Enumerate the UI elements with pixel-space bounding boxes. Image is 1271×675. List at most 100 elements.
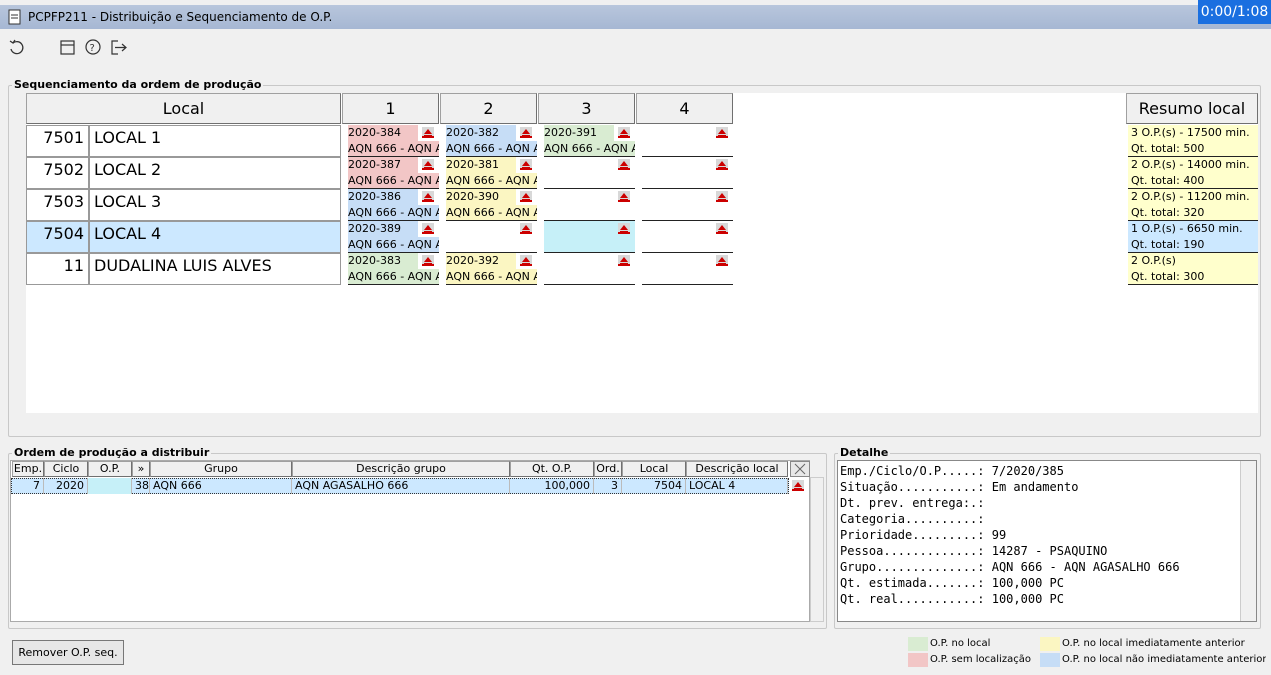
exit-button[interactable] bbox=[111, 40, 127, 55]
op-number[interactable]: 2020-381 bbox=[446, 157, 516, 173]
op-number[interactable]: 2020-384 bbox=[348, 125, 418, 141]
op-description[interactable]: AQN 666 - AQN AG bbox=[446, 173, 537, 188]
op-description[interactable]: AQN 666 - AQN AG bbox=[544, 141, 635, 156]
detail-line: Prioridade.........: 99 bbox=[840, 528, 1007, 542]
scrollbar[interactable] bbox=[810, 477, 824, 622]
op-description[interactable]: AQN 666 - AQN AG bbox=[348, 205, 439, 220]
sequence-slot[interactable] bbox=[642, 253, 733, 285]
detail-line: Grupo..............: AQN 666 - AQN AGASA… bbox=[840, 560, 1180, 574]
table-cell: 3 bbox=[594, 478, 622, 494]
move-up-icon[interactable] bbox=[520, 255, 532, 266]
sequence-slot[interactable] bbox=[642, 157, 733, 189]
move-up-icon[interactable] bbox=[716, 191, 728, 202]
sequence-slot[interactable] bbox=[544, 157, 635, 189]
table-cell bbox=[88, 478, 132, 494]
sequence-slot[interactable] bbox=[544, 125, 635, 157]
window-title: PCPFP211 - Distribuição e Sequenciamento… bbox=[28, 10, 333, 24]
move-up-icon[interactable] bbox=[618, 191, 630, 202]
op-number[interactable]: 2020-392 bbox=[446, 253, 516, 269]
help-button[interactable]: ? bbox=[85, 39, 101, 55]
op-number[interactable]: 2020-383 bbox=[348, 253, 418, 269]
column-header: O.P. bbox=[88, 461, 132, 477]
scrollbar[interactable] bbox=[1240, 461, 1256, 621]
op-number[interactable]: 2020-386 bbox=[348, 189, 418, 205]
legend-swatch bbox=[908, 637, 928, 651]
op-description[interactable]: AQN 666 - AQN AG bbox=[446, 205, 537, 220]
move-up-icon[interactable] bbox=[520, 191, 532, 202]
location-name: LOCAL 4 bbox=[89, 221, 341, 253]
op-description[interactable]: AQN 666 - AQN AG bbox=[446, 141, 537, 156]
move-up-icon[interactable] bbox=[618, 255, 630, 266]
op-description[interactable]: AQN 666 - AQN AG bbox=[348, 237, 439, 252]
location-summary: 2 O.P.(s) - 14000 min. bbox=[1128, 157, 1258, 173]
move-up-icon[interactable] bbox=[618, 223, 630, 234]
move-up-icon[interactable] bbox=[520, 127, 532, 138]
sequence-slot[interactable] bbox=[348, 221, 439, 253]
sequence-slot[interactable] bbox=[446, 221, 537, 253]
table-cell: 7504 bbox=[622, 478, 686, 494]
table-row[interactable] bbox=[11, 478, 789, 494]
op-number[interactable]: 2020-389 bbox=[348, 221, 418, 237]
distribution-group bbox=[8, 453, 827, 629]
move-up-icon[interactable] bbox=[618, 159, 630, 170]
sequence-slot[interactable] bbox=[348, 253, 439, 285]
sequence-slot[interactable] bbox=[544, 253, 635, 285]
sequence-slot[interactable] bbox=[446, 253, 537, 285]
legend-label: O.P. no local imediatamente anterior bbox=[1062, 638, 1245, 649]
move-up-icon[interactable] bbox=[716, 255, 728, 266]
header-cell: 4 bbox=[636, 93, 733, 124]
move-up-icon[interactable] bbox=[618, 127, 630, 138]
column-header: Ord. bbox=[594, 461, 622, 477]
sequence-slot[interactable] bbox=[642, 189, 733, 221]
move-up-icon[interactable] bbox=[716, 127, 728, 138]
move-up-icon[interactable] bbox=[422, 223, 434, 234]
legend-swatch bbox=[1040, 637, 1060, 651]
table-cell: 2020 bbox=[44, 478, 88, 494]
sequence-slot[interactable] bbox=[348, 157, 439, 189]
op-number[interactable]: 2020-382 bbox=[446, 125, 516, 141]
table-cell: AQN AGASALHO 666 bbox=[292, 478, 510, 494]
header-cell: Resumo local bbox=[1126, 93, 1258, 124]
legend-label: O.P. no local bbox=[930, 638, 991, 649]
move-up-icon[interactable] bbox=[520, 223, 532, 234]
remove-button[interactable]: Remover O.P. seq. bbox=[12, 640, 124, 665]
sequence-slot[interactable] bbox=[446, 125, 537, 157]
sequence-slot[interactable] bbox=[348, 189, 439, 221]
op-description[interactable]: AQN 666 - AQN AG bbox=[446, 269, 537, 284]
move-up-icon[interactable] bbox=[716, 223, 728, 234]
op-description[interactable]: AQN 666 - AQN AG bbox=[348, 173, 439, 188]
detail-line: Qt. estimada.......: 100,000 PC bbox=[840, 576, 1064, 590]
sequence-slot[interactable] bbox=[446, 157, 537, 189]
header-cell: Local bbox=[26, 93, 341, 124]
move-up-icon[interactable] bbox=[422, 127, 434, 138]
sequence-slot[interactable] bbox=[642, 221, 733, 253]
location-summary: Qt. total: 320 bbox=[1128, 205, 1258, 221]
sequence-slot[interactable] bbox=[642, 125, 733, 157]
app-icon bbox=[8, 9, 21, 25]
refresh-button[interactable] bbox=[9, 39, 24, 55]
calendar-button[interactable] bbox=[60, 40, 75, 55]
location-name: LOCAL 2 bbox=[89, 157, 341, 189]
location-name: LOCAL 1 bbox=[89, 125, 341, 157]
move-up-icon[interactable] bbox=[422, 159, 434, 170]
move-up-icon[interactable] bbox=[422, 255, 434, 266]
op-description[interactable]: AQN 666 - AQN AG bbox=[348, 141, 439, 156]
move-up-icon[interactable] bbox=[792, 480, 804, 491]
column-header: Grupo bbox=[150, 461, 292, 477]
op-description[interactable]: AQN 666 - AQN AG bbox=[348, 269, 439, 284]
clear-button[interactable] bbox=[790, 461, 810, 477]
move-up-icon[interactable] bbox=[520, 159, 532, 170]
location-code: 7504 bbox=[26, 221, 89, 253]
sequence-slot[interactable] bbox=[446, 189, 537, 221]
detail-line: Categoria..........: bbox=[840, 512, 985, 526]
move-up-icon[interactable] bbox=[716, 159, 728, 170]
sequence-slot[interactable] bbox=[544, 189, 635, 221]
detail-line: Qt. real...........: 100,000 PC bbox=[840, 592, 1064, 606]
location-code: 11 bbox=[26, 253, 89, 285]
op-number[interactable]: 2020-387 bbox=[348, 157, 418, 173]
sequence-slot[interactable] bbox=[348, 125, 439, 157]
location-name: DUDALINA LUIS ALVES bbox=[89, 253, 341, 285]
move-up-icon[interactable] bbox=[422, 191, 434, 202]
op-number[interactable]: 2020-391 bbox=[544, 125, 614, 141]
op-number[interactable]: 2020-390 bbox=[446, 189, 516, 205]
